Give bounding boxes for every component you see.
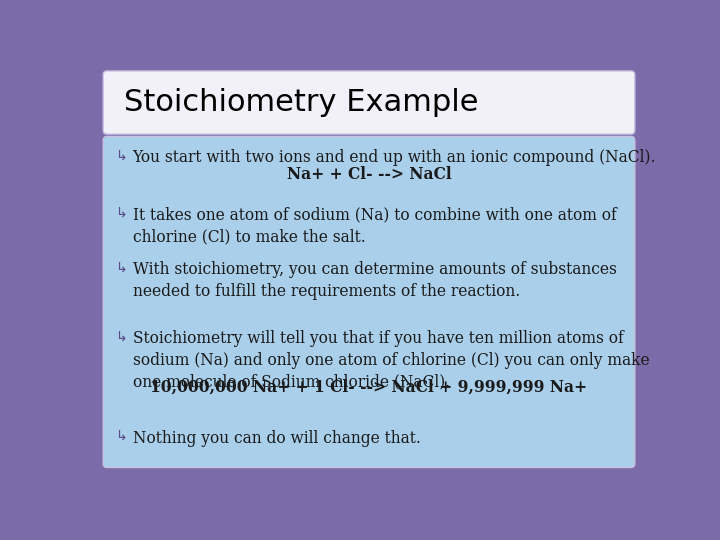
Text: ↳: ↳ (114, 261, 127, 275)
Text: Stoichiometry Example: Stoichiometry Example (124, 88, 479, 117)
Text: It takes one atom of sodium (Na) to combine with one atom of
chlorine (Cl) to ma: It takes one atom of sodium (Na) to comb… (132, 206, 616, 245)
Text: ↳: ↳ (114, 330, 127, 345)
FancyBboxPatch shape (103, 71, 635, 134)
Text: Na+ + Cl- --> NaCl: Na+ + Cl- --> NaCl (287, 166, 451, 183)
Text: ↳: ↳ (114, 206, 127, 220)
Text: Nothing you can do will change that.: Nothing you can do will change that. (132, 430, 420, 447)
FancyBboxPatch shape (103, 137, 635, 468)
Text: ↳: ↳ (114, 430, 127, 444)
Text: ↳: ↳ (114, 150, 127, 164)
Text: 10,000,000 Na+ + 1 Cl- --> NaCl + 9,999,999 Na+: 10,000,000 Na+ + 1 Cl- --> NaCl + 9,999,… (150, 379, 588, 396)
Text: With stoichiometry, you can determine amounts of substances
needed to fulfill th: With stoichiometry, you can determine am… (132, 261, 616, 300)
Text: You start with two ions and end up with an ionic compound (NaCl).: You start with two ions and end up with … (132, 150, 656, 166)
Text: Stoichiometry will tell you that if you have ten million atoms of
sodium (Na) an: Stoichiometry will tell you that if you … (132, 330, 649, 390)
